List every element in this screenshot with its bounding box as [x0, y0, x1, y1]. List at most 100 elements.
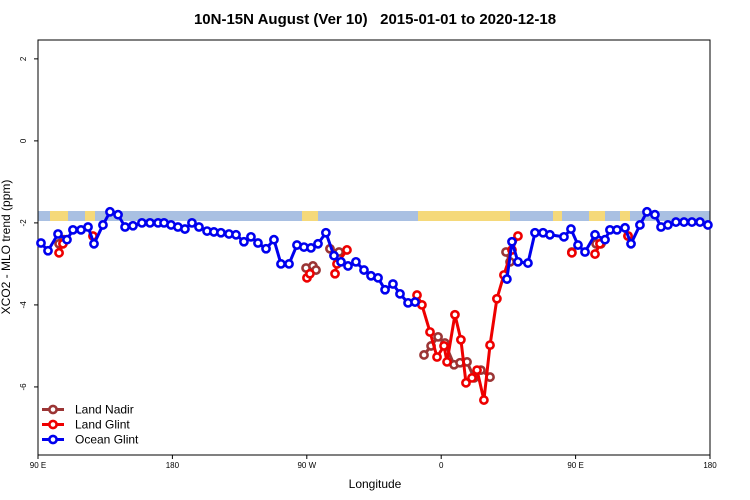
point — [253, 238, 263, 248]
point — [419, 350, 429, 360]
point — [342, 245, 352, 255]
point — [313, 238, 323, 249]
x-axis-label: Longitude — [349, 477, 402, 491]
y-tick-label: -6 — [19, 383, 28, 391]
point — [456, 334, 466, 345]
point — [36, 238, 46, 248]
point — [53, 229, 63, 239]
point — [410, 297, 420, 307]
point — [194, 222, 204, 232]
point — [635, 220, 645, 230]
y-tick-label: -2 — [19, 219, 28, 227]
plot-frame — [37, 39, 711, 456]
point — [580, 247, 590, 257]
x-tick-label: 180 — [166, 461, 180, 470]
point — [566, 247, 577, 258]
point — [461, 377, 471, 388]
legend-marker — [48, 434, 58, 445]
point — [246, 231, 256, 242]
point — [703, 220, 713, 230]
point — [276, 259, 286, 269]
point — [425, 327, 435, 337]
point — [120, 222, 130, 232]
chart-title: 10N-15N August (Ver 10) 2015-01-01 to 20… — [194, 11, 556, 28]
point — [513, 231, 523, 241]
point — [695, 217, 705, 227]
x-tick-label: 90 E — [567, 461, 583, 470]
point — [373, 272, 383, 283]
y-tick-label: -4 — [19, 301, 28, 309]
point — [649, 209, 660, 220]
point — [590, 229, 600, 240]
point — [642, 206, 652, 217]
point — [467, 373, 477, 383]
series-line — [39, 210, 416, 305]
point — [128, 220, 138, 231]
point — [523, 258, 533, 268]
point — [351, 256, 361, 267]
point — [336, 256, 346, 267]
point — [513, 256, 523, 267]
point — [359, 265, 369, 275]
point — [388, 279, 398, 289]
legend-marker — [48, 419, 58, 430]
x-tick-label: 90 W — [297, 461, 316, 470]
point — [329, 250, 339, 261]
point — [626, 238, 636, 249]
point — [216, 227, 226, 238]
point — [573, 240, 583, 250]
point — [679, 217, 689, 227]
point — [98, 220, 108, 230]
point — [231, 229, 241, 240]
legend-marker — [48, 404, 58, 415]
y-tick-label: 2 — [19, 56, 28, 61]
point — [89, 238, 99, 249]
point — [68, 224, 78, 235]
legend-label: Land Nadir — [75, 403, 134, 417]
point — [620, 222, 630, 233]
point — [433, 331, 443, 342]
y-tick-label: 0 — [19, 138, 28, 143]
point — [600, 234, 610, 245]
point — [380, 284, 390, 295]
x-tick-label: 90 E — [30, 461, 46, 470]
point — [545, 229, 555, 240]
point — [137, 217, 147, 228]
point — [442, 357, 452, 367]
x-tick-label: 180 — [703, 461, 717, 470]
point — [612, 224, 622, 235]
x-tick-label: 0 — [439, 461, 444, 470]
point — [54, 247, 64, 258]
point — [395, 288, 405, 299]
point — [305, 268, 315, 279]
series — [36, 206, 713, 308]
point — [530, 227, 540, 238]
point — [566, 224, 576, 234]
point — [62, 234, 72, 245]
point — [479, 395, 489, 405]
point — [43, 245, 53, 256]
point — [687, 217, 697, 227]
point — [321, 227, 331, 238]
point — [472, 365, 482, 376]
map-strip — [38, 211, 710, 221]
point — [343, 261, 353, 271]
series-line — [415, 235, 520, 402]
point — [113, 209, 123, 220]
point — [105, 206, 115, 217]
point — [145, 217, 155, 228]
point — [306, 243, 316, 253]
point — [180, 224, 190, 234]
point — [662, 220, 673, 230]
point — [83, 222, 93, 232]
legend-label: Land Glint — [75, 418, 130, 432]
point — [432, 352, 442, 362]
point — [330, 268, 340, 279]
y-axis-label: XCO2 - MLO trend (ppm) — [0, 180, 13, 315]
point — [507, 236, 517, 247]
point — [590, 249, 600, 259]
point — [502, 274, 512, 284]
point — [439, 341, 449, 351]
point — [269, 234, 279, 245]
